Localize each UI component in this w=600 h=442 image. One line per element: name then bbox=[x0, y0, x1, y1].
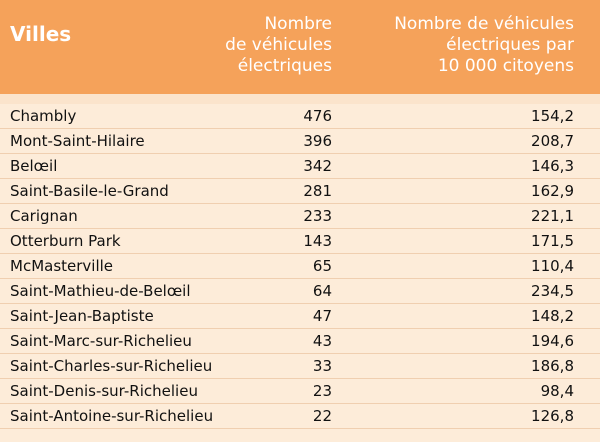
cell-rate: 98,4 bbox=[540, 382, 574, 400]
column-header-count-line1: Nombre bbox=[264, 14, 332, 34]
cell-count: 396 bbox=[303, 132, 332, 150]
cell-rate: 194,6 bbox=[531, 332, 574, 350]
table-row: Saint-Charles-sur-Richelieu 33 186,8 bbox=[0, 354, 600, 379]
cell-city: Saint-Jean-Baptiste bbox=[10, 307, 154, 325]
cell-count: 23 bbox=[312, 382, 332, 400]
cell-city: Carignan bbox=[10, 207, 78, 225]
cell-city: Otterburn Park bbox=[10, 232, 121, 250]
table-row: Saint-Mathieu-de-Belœil 64 234,5 bbox=[0, 279, 600, 304]
cell-city: Saint-Marc-sur-Richelieu bbox=[10, 332, 192, 350]
cell-city: Chambly bbox=[10, 107, 77, 125]
cell-rate: 208,7 bbox=[531, 132, 574, 150]
column-header-rate-line1: Nombre de véhicules bbox=[394, 14, 574, 34]
cell-city: Belœil bbox=[10, 157, 58, 175]
table-row: Saint-Marc-sur-Richelieu 43 194,6 bbox=[0, 329, 600, 354]
table-row: Saint-Denis-sur-Richelieu 23 98,4 bbox=[0, 379, 600, 404]
cell-rate: 154,2 bbox=[531, 107, 574, 125]
cell-city: Saint-Mathieu-de-Belœil bbox=[10, 282, 191, 300]
table-footer-band bbox=[0, 430, 600, 442]
column-header-rate-line3: 10 000 citoyens bbox=[437, 56, 574, 76]
table-row: Saint-Antoine-sur-Richelieu 22 126,8 bbox=[0, 404, 600, 429]
table-row: Otterburn Park 143 171,5 bbox=[0, 229, 600, 254]
table-row: Saint-Jean-Baptiste 47 148,2 bbox=[0, 304, 600, 329]
table-row: McMasterville 65 110,4 bbox=[0, 254, 600, 279]
cell-rate: 162,9 bbox=[531, 182, 574, 200]
cell-count: 143 bbox=[303, 232, 332, 250]
header-gap bbox=[0, 94, 600, 104]
cell-rate: 171,5 bbox=[531, 232, 574, 250]
cell-city: Saint-Basile-le-Grand bbox=[10, 182, 169, 200]
column-header-rate-line2: électriques par bbox=[446, 35, 574, 55]
table-row: Saint-Basile-le-Grand 281 162,9 bbox=[0, 179, 600, 204]
table-header: Villes Nombre de véhicules électriques N… bbox=[0, 0, 600, 94]
cell-rate: 110,4 bbox=[531, 257, 574, 275]
column-header-count-line2: de véhicules bbox=[225, 35, 332, 55]
column-header-count: Nombre de véhicules électriques bbox=[182, 14, 332, 77]
column-header-city: Villes bbox=[10, 22, 72, 46]
table-row: Belœil 342 146,3 bbox=[0, 154, 600, 179]
table-row: Chambly 476 154,2 bbox=[0, 104, 600, 129]
cell-rate: 148,2 bbox=[531, 307, 574, 325]
cell-count: 342 bbox=[303, 157, 332, 175]
cell-count: 22 bbox=[312, 407, 332, 425]
cell-count: 233 bbox=[303, 207, 332, 225]
cell-count: 43 bbox=[312, 332, 332, 350]
cell-count: 47 bbox=[312, 307, 332, 325]
table-row: Carignan 233 221,1 bbox=[0, 204, 600, 229]
cell-rate: 126,8 bbox=[531, 407, 574, 425]
cell-count: 33 bbox=[312, 357, 332, 375]
cell-count: 281 bbox=[303, 182, 332, 200]
cell-city: McMasterville bbox=[10, 257, 114, 275]
cell-count: 64 bbox=[312, 282, 332, 300]
cell-rate: 186,8 bbox=[531, 357, 574, 375]
cell-rate: 146,3 bbox=[531, 157, 574, 175]
column-header-rate: Nombre de véhicules électriques par 10 0… bbox=[344, 14, 574, 77]
cell-count: 476 bbox=[303, 107, 332, 125]
cell-city: Mont-Saint-Hilaire bbox=[10, 132, 145, 150]
cell-city: Saint-Antoine-sur-Richelieu bbox=[10, 407, 214, 425]
cell-city: Saint-Denis-sur-Richelieu bbox=[10, 382, 198, 400]
cell-rate: 234,5 bbox=[531, 282, 574, 300]
column-header-count-line3: électriques bbox=[237, 56, 332, 76]
cell-rate: 221,1 bbox=[531, 207, 574, 225]
table-body: Chambly 476 154,2 Mont-Saint-Hilaire 396… bbox=[0, 104, 600, 429]
table-row: Mont-Saint-Hilaire 396 208,7 bbox=[0, 129, 600, 154]
cell-count: 65 bbox=[312, 257, 332, 275]
cell-city: Saint-Charles-sur-Richelieu bbox=[10, 357, 213, 375]
